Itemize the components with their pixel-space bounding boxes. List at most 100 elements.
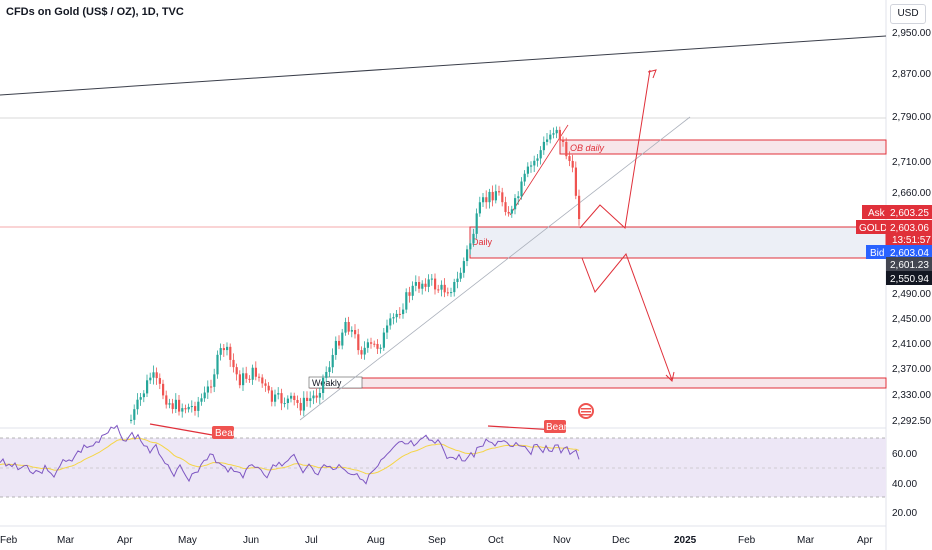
candle-body bbox=[350, 330, 353, 332]
x-tick: May bbox=[178, 535, 197, 546]
candle-body bbox=[418, 282, 421, 289]
rsi-y-tick: 40.00 bbox=[892, 479, 917, 490]
symbol-label: GOLD bbox=[859, 223, 887, 234]
candle-body bbox=[331, 354, 334, 368]
bearish-arrow-head bbox=[665, 371, 675, 382]
candle-body bbox=[469, 243, 472, 250]
bid-label-tag bbox=[866, 245, 886, 259]
candle-body bbox=[158, 378, 161, 384]
candle-body bbox=[472, 233, 475, 244]
candle-body bbox=[542, 141, 545, 151]
time-axis[interactable]: Feb Mar Apr May Jun Jul Aug Sep Oct Nov … bbox=[0, 535, 873, 546]
candle-body bbox=[178, 399, 181, 412]
candle-body bbox=[171, 403, 174, 410]
candle-body bbox=[302, 397, 305, 411]
red-trend-line bbox=[509, 124, 569, 216]
candle-body bbox=[184, 408, 187, 410]
candle-body bbox=[578, 195, 581, 220]
us-flag-event-icon[interactable] bbox=[578, 403, 594, 419]
currency-badge[interactable]: USD bbox=[890, 4, 926, 24]
price-tags: Ask 2,603.25 GOLD 2,603.06 13:51:57 Bid … bbox=[856, 205, 932, 285]
candle-body bbox=[392, 317, 395, 319]
candle-body bbox=[146, 380, 149, 394]
candle-body bbox=[270, 390, 273, 402]
candle-body bbox=[450, 292, 453, 294]
x-tick: Feb bbox=[738, 535, 756, 546]
y-tick: 2,410.00 bbox=[892, 339, 931, 350]
candle-body bbox=[555, 129, 558, 134]
candle-body bbox=[402, 309, 405, 315]
candle-body bbox=[491, 191, 494, 201]
candle-body bbox=[411, 285, 414, 296]
rsi-y-tick: 20.00 bbox=[892, 508, 917, 519]
candle-body bbox=[290, 395, 293, 399]
price-axis[interactable]: 2,950.00 2,870.00 2,790.00 2,710.00 2,66… bbox=[892, 28, 931, 519]
candle-body bbox=[373, 343, 376, 345]
bear-divergence-line-1 bbox=[149, 423, 219, 437]
x-tick: Jun bbox=[243, 535, 259, 546]
y-tick: 2,710.00 bbox=[892, 157, 931, 168]
y-tick: 2,450.00 bbox=[892, 314, 931, 325]
daily-zone-label: Daily bbox=[472, 237, 493, 247]
symbol-value: 2,603.06 bbox=[890, 223, 929, 234]
candle-body bbox=[446, 292, 449, 294]
bear-tag-2-text: Bear bbox=[546, 422, 568, 433]
x-tick: Oct bbox=[488, 535, 504, 546]
x-tick: Jul bbox=[305, 535, 318, 546]
candle-body bbox=[232, 359, 235, 368]
candle-body bbox=[197, 401, 200, 411]
daily-zone[interactable] bbox=[469, 226, 887, 259]
candle-body bbox=[357, 334, 360, 351]
candle-body bbox=[213, 374, 216, 387]
rsi-ma-line bbox=[0, 437, 580, 475]
symbol-value-tag bbox=[886, 220, 932, 246]
candle-body bbox=[133, 409, 136, 420]
candle-body bbox=[238, 374, 241, 386]
candle-body bbox=[341, 332, 344, 346]
candle-body bbox=[408, 292, 411, 296]
y-tick: 2,660.00 bbox=[892, 188, 931, 199]
candle-body bbox=[245, 373, 248, 379]
candle-body bbox=[296, 399, 299, 403]
candle-body bbox=[539, 150, 542, 159]
candle-body bbox=[568, 156, 571, 161]
candle-body bbox=[242, 373, 245, 386]
candle-body bbox=[155, 372, 158, 379]
candle-body bbox=[318, 392, 321, 398]
zone-bottom-tag bbox=[886, 271, 932, 285]
candle-body bbox=[206, 386, 209, 393]
candle-body bbox=[181, 408, 184, 412]
rsi-band bbox=[0, 438, 886, 497]
ob-daily-label: OB daily bbox=[570, 143, 605, 153]
candle-body bbox=[149, 377, 152, 381]
candle-body bbox=[226, 346, 229, 351]
candle-body bbox=[475, 213, 478, 234]
candle-body bbox=[501, 192, 504, 203]
ob-daily-zone[interactable] bbox=[559, 139, 887, 155]
candle-body bbox=[462, 261, 465, 273]
candle-body bbox=[152, 372, 155, 378]
bid-value: 2,603.04 bbox=[890, 248, 929, 259]
candle-body bbox=[322, 377, 325, 393]
candlestick-series bbox=[130, 126, 581, 425]
candle-body bbox=[258, 376, 261, 378]
candle-body bbox=[334, 340, 337, 355]
candle-body bbox=[389, 318, 392, 326]
candle-body bbox=[130, 419, 133, 421]
chart-title: CFDs on Gold (US$ / OZ), 1D, TVC bbox=[6, 6, 184, 18]
candle-body bbox=[494, 191, 497, 201]
candle-body bbox=[309, 398, 312, 401]
weakly-label-box bbox=[308, 376, 363, 389]
uptrend-line bbox=[299, 116, 691, 421]
candle-body bbox=[459, 272, 462, 279]
bear-tag-1-text: Bear bbox=[215, 428, 237, 439]
candle-body bbox=[306, 397, 309, 401]
candle-body bbox=[251, 367, 254, 380]
candle-body bbox=[200, 398, 203, 402]
weakly-zone[interactable] bbox=[309, 377, 887, 389]
candle-body bbox=[187, 406, 190, 410]
candle-body bbox=[162, 383, 165, 396]
candle-body bbox=[437, 289, 440, 291]
candle-body bbox=[395, 313, 398, 318]
